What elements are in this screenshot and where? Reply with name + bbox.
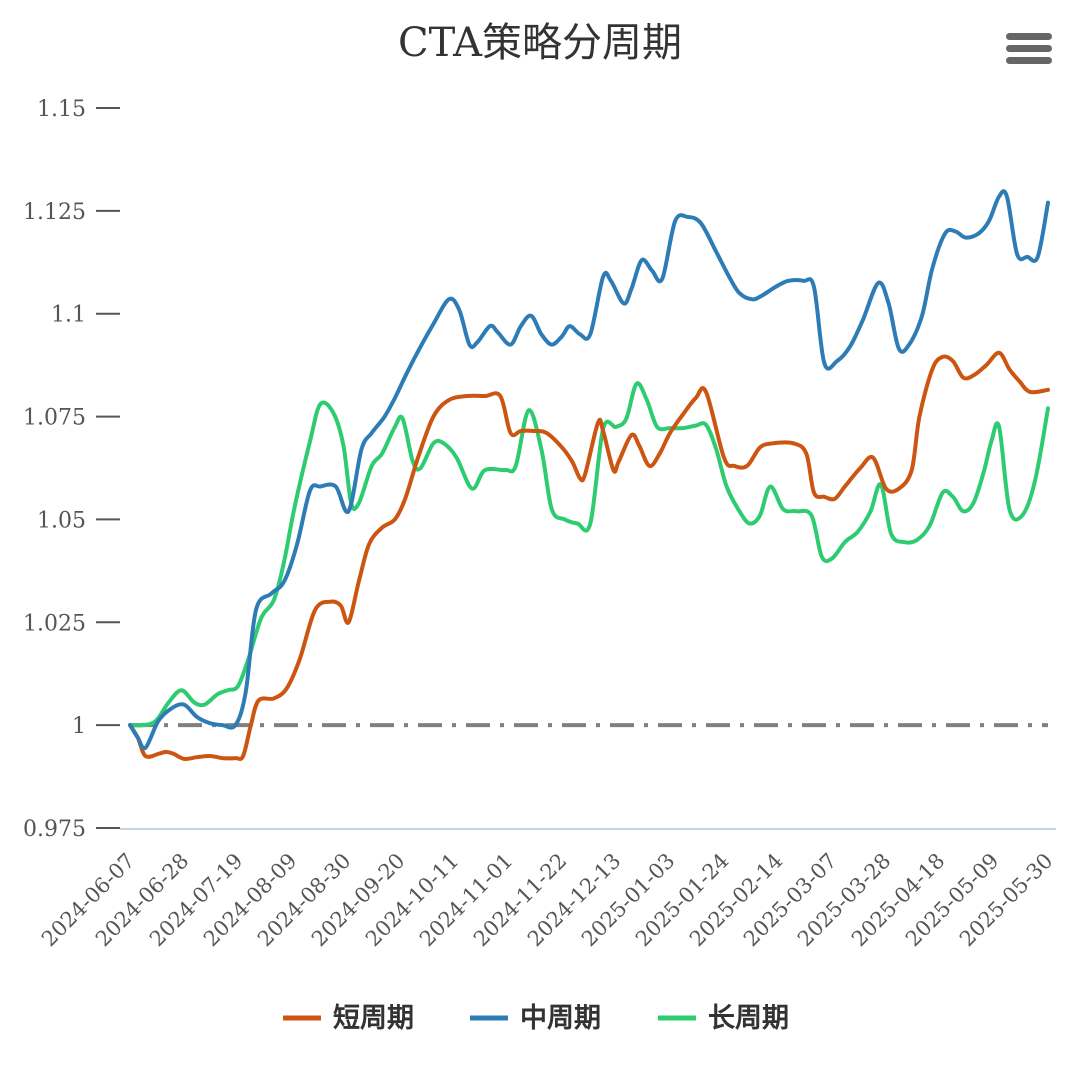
y-tick-label: 1.05 [37,508,86,533]
menu-bar [1006,45,1052,52]
series-line-1 [128,189,1050,751]
x-axis: 2024-06-072024-06-282024-07-192024-08-09… [37,828,1058,951]
legend-label: 长周期 [708,1003,789,1034]
menu-bar [1006,33,1052,40]
series-lines [128,189,1050,761]
y-tick-label: 0.975 [23,817,86,842]
y-tick-label: 1.1 [51,303,86,328]
menu-bar [1006,57,1052,64]
legend-item-0[interactable]: 短周期 [283,1003,414,1034]
legend-item-1[interactable]: 中周期 [470,1003,601,1034]
legend-label: 短周期 [333,1003,414,1034]
legend-item-2[interactable]: 长周期 [658,1003,789,1034]
y-tick-label: 1.125 [23,200,86,225]
y-tick-label: 1.025 [23,611,86,636]
y-tick-label: 1.075 [23,406,86,431]
legend[interactable]: 短周期 中周期 长周期 [283,1003,789,1034]
y-axis: 1.15 1.125 1.1 1.075 1.05 1.025 1 0.975 [23,97,120,842]
hamburger-menu-icon[interactable] [1006,33,1052,69]
series-line-0 [128,350,1050,761]
chart-title: CTA策略分周期 [398,20,682,66]
y-tick-label: 1 [72,714,86,739]
y-tick-label: 1.15 [37,97,86,122]
series-line-2 [128,381,1050,728]
legend-label: 中周期 [520,1003,601,1034]
